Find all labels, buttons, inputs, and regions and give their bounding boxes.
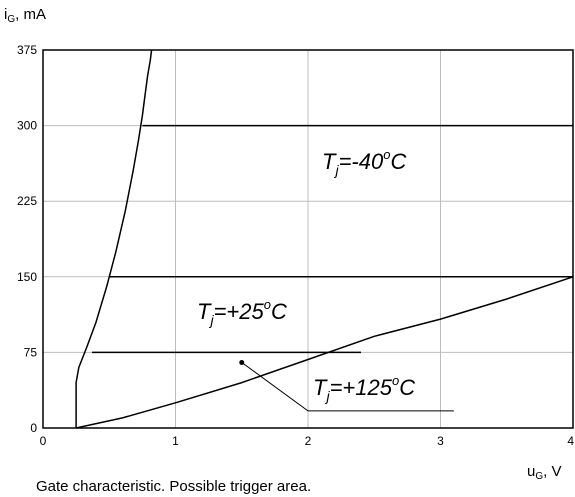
x-tick-label: 0 <box>40 434 47 448</box>
leader-line <box>241 362 454 412</box>
x-tick-label: 4 <box>567 434 574 448</box>
tick-labels: 0 75 150 225 300 375 0 1 2 3 4 <box>17 43 574 448</box>
annotation-tj-minus40: Tj=-40oC <box>322 147 407 178</box>
y-tick-label: 0 <box>30 421 37 435</box>
y-tick-label: 375 <box>17 43 37 57</box>
grid <box>43 50 573 428</box>
chart-caption: Gate characteristic. Possible trigger ar… <box>36 478 312 495</box>
x-tick-label: 2 <box>305 434 312 448</box>
y-axis-label: iG, mA <box>4 6 46 25</box>
annotation-tj-plus125: Tj=+125oC <box>313 373 416 404</box>
annotation-leader <box>239 359 454 412</box>
series-boundary-curve <box>75 49 153 428</box>
plot-frame <box>42 49 574 429</box>
x-tick-label: 1 <box>172 434 179 448</box>
x-tick-label: 3 <box>437 434 444 448</box>
y-tick-label: 75 <box>24 345 38 359</box>
x-axis-label: uG, V <box>527 463 562 482</box>
y-tick-label: 150 <box>17 270 37 284</box>
data-series <box>75 49 574 429</box>
y-tick-label: 225 <box>17 194 37 208</box>
series-minimum-trigger-curve <box>75 276 574 429</box>
annotation-tj-plus25: Tj=+25oC <box>197 297 287 328</box>
y-tick-label: 300 <box>17 119 37 133</box>
